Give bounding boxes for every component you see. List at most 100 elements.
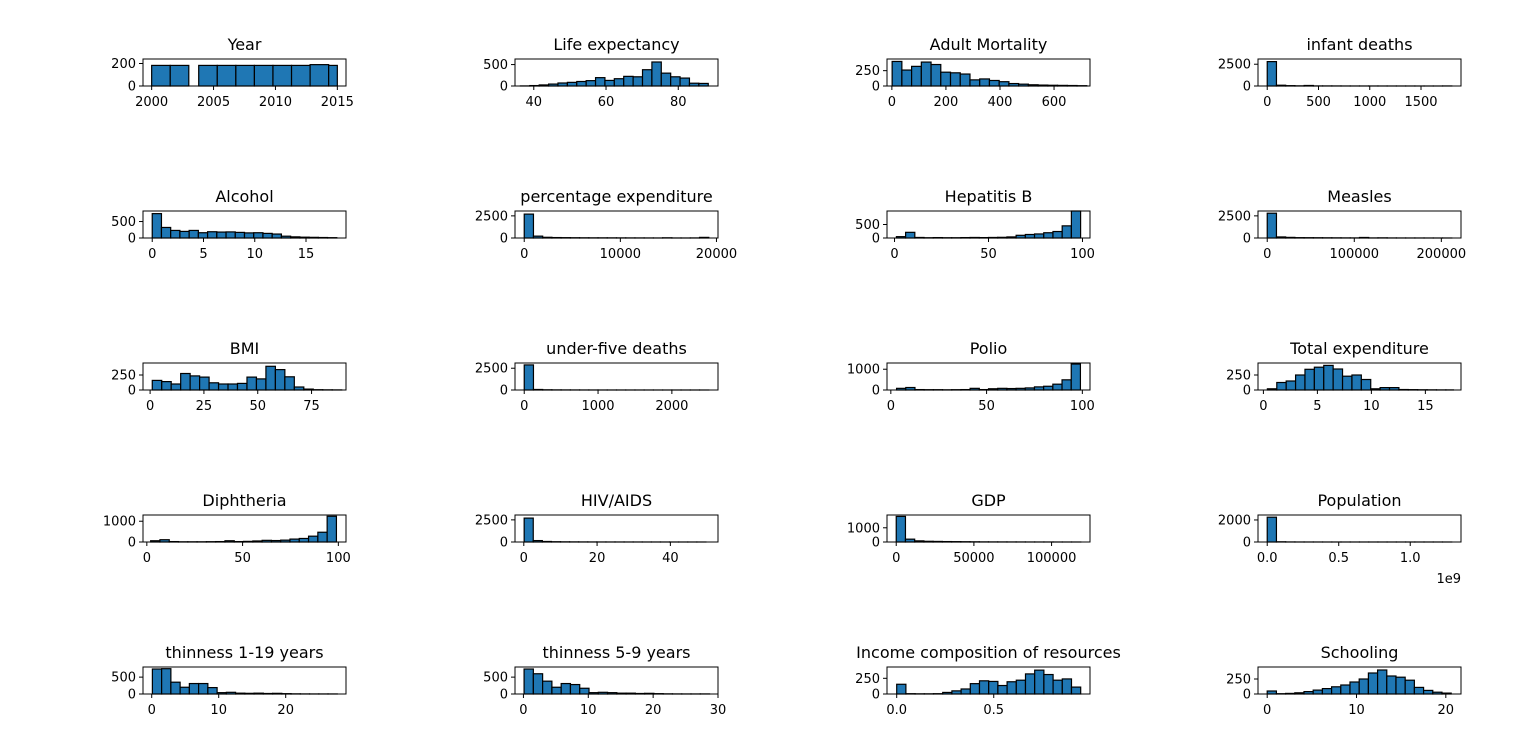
x-tick-label: 0 bbox=[1263, 95, 1271, 110]
histogram-bar bbox=[1015, 679, 1027, 695]
y-tick-label: 2500 bbox=[1218, 58, 1251, 73]
x-tick-label: 0 bbox=[1263, 247, 1271, 262]
histogram-bar bbox=[901, 69, 913, 87]
histogram-bar bbox=[523, 668, 534, 695]
y-tick-label: 0 bbox=[1243, 536, 1251, 551]
x-tick-label: 0.5 bbox=[1328, 551, 1349, 566]
subplot-title: Life expectancy bbox=[553, 35, 679, 54]
histogram-bar bbox=[1386, 675, 1397, 695]
histogram-bar bbox=[1052, 679, 1063, 695]
y-tick-label: 2500 bbox=[475, 513, 508, 528]
subplot-title: Diphtheria bbox=[202, 491, 286, 510]
histogram-bar bbox=[272, 64, 293, 87]
subplot-infant-deaths: infant deaths 0 500 1000 1500 0 2500 bbox=[1218, 35, 1462, 110]
histogram-bar bbox=[207, 686, 218, 695]
histogram-bar bbox=[1341, 375, 1353, 391]
histogram-bar bbox=[542, 680, 553, 695]
x-tick-label: 40 bbox=[526, 95, 543, 110]
x-tick-label: 15 bbox=[1417, 399, 1434, 414]
histogram-bar bbox=[997, 684, 1008, 695]
axes-frame bbox=[514, 362, 719, 391]
histogram-bar bbox=[309, 64, 330, 87]
histogram-bar bbox=[189, 375, 201, 391]
subplot-title: GDP bbox=[971, 491, 1006, 510]
histogram-bar bbox=[236, 382, 248, 391]
histogram-bar bbox=[234, 231, 246, 239]
histogram-bar bbox=[216, 64, 237, 87]
y-tick-label: 0 bbox=[500, 384, 508, 399]
histogram-bar bbox=[160, 226, 172, 239]
histogram-bar bbox=[1351, 374, 1362, 391]
x-tick-label: 0 bbox=[143, 551, 151, 566]
x-tick-label: 10 bbox=[1348, 703, 1365, 718]
histogram-bar bbox=[199, 376, 210, 391]
histogram-bar bbox=[151, 668, 163, 695]
x-tick-label: 10000 bbox=[600, 247, 641, 262]
axes-frame bbox=[142, 58, 347, 87]
axes-frame bbox=[142, 210, 347, 239]
histogram-bar bbox=[1422, 689, 1434, 695]
histogram-bar bbox=[151, 379, 163, 391]
histogram-bar bbox=[960, 688, 971, 695]
axes-frame bbox=[142, 666, 347, 695]
x-tick-label: 50 bbox=[980, 247, 997, 262]
histogram-bar bbox=[253, 64, 274, 87]
histogram-bar bbox=[1312, 689, 1323, 695]
histogram-bar bbox=[1367, 672, 1379, 695]
y-tick-label: 0 bbox=[500, 232, 508, 247]
x-tick-label: 200000 bbox=[1417, 247, 1467, 262]
subplot-title: Polio bbox=[970, 339, 1008, 358]
x-tick-label: 50000 bbox=[953, 551, 994, 566]
histogram-bar bbox=[1061, 678, 1073, 695]
y-tick-label: 0 bbox=[1243, 232, 1251, 247]
histogram-bar bbox=[1340, 684, 1351, 695]
x-tick-label: 0 bbox=[148, 703, 156, 718]
histogram-bar bbox=[1024, 233, 1036, 239]
histogram-bar bbox=[169, 64, 190, 87]
histogram-bar bbox=[566, 81, 578, 87]
histogram-bar bbox=[594, 77, 606, 87]
axes-frame bbox=[514, 514, 719, 543]
histogram-bar bbox=[328, 64, 338, 87]
y-tick-label: 0 bbox=[128, 232, 136, 247]
histogram-bar bbox=[170, 229, 181, 239]
subplot-title: percentage expenditure bbox=[520, 187, 712, 206]
y-tick-label: 500 bbox=[111, 215, 136, 230]
histogram-bar bbox=[579, 687, 590, 695]
histogram-bar bbox=[225, 231, 236, 239]
histogram-bar bbox=[641, 69, 653, 87]
x-tick-label: 40 bbox=[662, 551, 679, 566]
histogram-bar bbox=[551, 686, 562, 695]
x-tick-label: 2005 bbox=[197, 95, 230, 110]
histogram-bar bbox=[1294, 374, 1306, 391]
histogram-bar bbox=[1033, 233, 1045, 239]
x-tick-label: 15 bbox=[298, 247, 315, 262]
axes-frame bbox=[1257, 666, 1462, 695]
histogram-bar bbox=[1404, 679, 1415, 695]
histogram-bar bbox=[940, 71, 952, 87]
x-tick-label: 0 bbox=[1259, 399, 1267, 414]
x-tick-label: 2000 bbox=[135, 95, 168, 110]
x-offset-label: 1e9 bbox=[1436, 572, 1461, 587]
histogram-bar bbox=[569, 683, 581, 695]
histogram-bar bbox=[284, 376, 295, 391]
x-tick-label: 200 bbox=[934, 95, 959, 110]
axes-frame bbox=[514, 210, 719, 239]
y-tick-label: 500 bbox=[483, 671, 508, 686]
subplot-year: Year 2000 2005 2010 2015 0 200 bbox=[111, 35, 354, 110]
x-tick-label: 0 bbox=[887, 399, 895, 414]
histogram-bar bbox=[532, 673, 544, 695]
y-tick-label: 0 bbox=[872, 384, 880, 399]
x-tick-label: 0 bbox=[888, 95, 896, 110]
y-tick-label: 500 bbox=[483, 58, 508, 73]
histogram-bar bbox=[1323, 364, 1334, 391]
histogram-bar bbox=[170, 681, 181, 695]
y-tick-label: 1000 bbox=[847, 521, 880, 536]
axes-frame bbox=[142, 514, 347, 543]
histogram-bar bbox=[255, 378, 267, 391]
histogram-bar bbox=[604, 79, 615, 87]
histogram-bar bbox=[1052, 383, 1063, 391]
